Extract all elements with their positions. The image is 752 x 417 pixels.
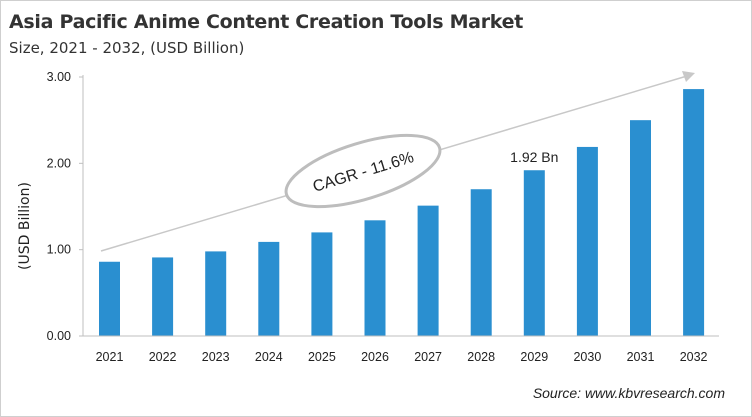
bar-2023 [205,251,227,336]
bar-2022 [152,257,174,336]
bar-2025 [311,232,333,336]
x-tick-label: 2021 [96,350,124,364]
x-tick-label: 2031 [627,350,655,364]
y-tick-label: 3.00 [47,70,71,84]
bar-2026 [364,220,386,336]
bar-2031 [630,120,651,337]
x-tick-label: 2022 [149,350,177,364]
cagr-annotation: CAGR - 11.6% [284,133,442,209]
y-axis-label: (USD Billion) [17,182,33,270]
bar-2021 [99,261,120,336]
y-tick-label: 0.00 [47,329,71,343]
bar-2029 [523,170,545,336]
bar-2030 [576,146,598,336]
y-tick-label: 1.00 [47,243,71,257]
bar-value-label: 1.92 Bn [510,149,558,165]
chart-title: Asia Pacific Anime Content Creation Tool… [9,11,523,33]
y-tick-label: 2.00 [47,156,71,170]
cagr-ellipse [284,133,442,209]
x-tick-label: 2032 [680,350,708,364]
chart-subtitle: Size, 2021 - 2032, (USD Billion) [9,39,245,57]
bar-2032 [683,89,705,336]
x-tick-label: 2028 [467,350,495,364]
x-tick-label: 2030 [573,350,601,364]
x-tick-label: 2027 [414,350,442,364]
bar-2027 [417,205,439,336]
x-tick-label: 2024 [255,350,283,364]
bar-2028 [470,189,492,336]
x-tick-label: 2026 [361,350,389,364]
source-note: Source: www.kbvresearch.com [532,385,725,401]
x-tick-label: 2023 [202,350,230,364]
bar-2024 [258,241,280,336]
x-tick-label: 2029 [520,350,548,364]
x-tick-label: 2025 [308,350,336,364]
